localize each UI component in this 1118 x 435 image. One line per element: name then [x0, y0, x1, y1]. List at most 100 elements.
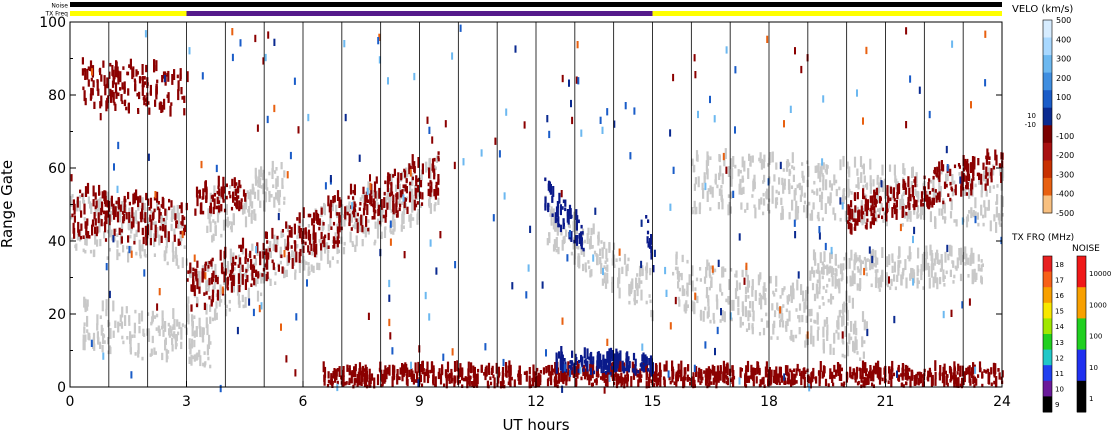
speckle: [822, 95, 825, 103]
scatter-cell: [191, 318, 194, 327]
scatter-cell: [402, 213, 405, 224]
scatter-cell: [902, 163, 905, 174]
scatter-cell: [204, 181, 207, 193]
scatter-cell: [866, 218, 869, 223]
scatter-cell: [844, 326, 847, 337]
scatter-cell: [126, 71, 130, 76]
y-axis-label: Range Gate: [0, 160, 16, 248]
scatter-cell: [821, 296, 824, 300]
scatter-cell: [777, 191, 780, 195]
scatter-cell: [432, 367, 435, 379]
scatter-cell: [650, 252, 653, 260]
velocity-tick-label: -300: [1056, 170, 1074, 179]
scatter-cell: [180, 221, 183, 225]
scatter-cell: [788, 310, 791, 322]
scatter-cell: [177, 80, 180, 92]
x-tick-label: 6: [299, 394, 308, 410]
scatter-cell: [266, 187, 269, 191]
scatter-cell: [734, 273, 737, 278]
scatter-cell: [947, 193, 950, 197]
scatter-cell: [972, 165, 975, 176]
scatter-cell: [810, 325, 813, 337]
scatter-cell: [892, 372, 896, 377]
scatter-cell: [504, 373, 507, 377]
scatter-cell: [294, 269, 297, 274]
scatter-cell: [910, 267, 913, 279]
scatter-cell: [818, 270, 821, 282]
speckle: [961, 301, 964, 309]
scatter-cell: [335, 369, 338, 377]
scatter-cell: [271, 160, 274, 172]
scatter-cell: [381, 211, 384, 223]
scatter-cell: [977, 264, 980, 272]
scatter-cell: [860, 375, 863, 383]
scatter-cell: [133, 233, 136, 241]
scatter-cell: [600, 365, 603, 374]
scatter-cell: [619, 350, 622, 362]
scatter-cell: [751, 194, 754, 198]
scatter-cell: [654, 376, 657, 381]
scatter-cell: [180, 328, 183, 340]
scatter-cell: [726, 362, 729, 374]
scatter-cell: [995, 206, 998, 218]
scatter-cell: [931, 374, 934, 386]
scatter-cell: [588, 374, 591, 386]
scatter-cell: [638, 265, 642, 277]
scatter-cell: [307, 262, 310, 266]
scatter-cell: [659, 369, 662, 378]
txfreq-swatch: [1043, 396, 1052, 413]
scatter-cell: [480, 369, 483, 373]
scatter-cell: [719, 319, 722, 323]
scatter-cell: [947, 256, 950, 261]
velocity-tick-label: 500: [1056, 16, 1071, 25]
speckle: [854, 218, 857, 226]
scatter-cell: [281, 266, 284, 274]
scatter-cell: [337, 240, 340, 244]
scatter-cell: [187, 305, 190, 313]
scatter-cell: [269, 250, 272, 259]
speckle: [779, 161, 782, 170]
scatter-cell: [928, 277, 931, 289]
scatter-cell: [153, 208, 156, 213]
scatter-cell: [470, 362, 473, 374]
scatter-cell: [889, 186, 893, 194]
scatter-cell: [841, 315, 844, 327]
scatter-cell: [83, 90, 86, 102]
scatter-cell: [359, 221, 362, 232]
scatter-cell: [557, 246, 560, 255]
scatter-cell: [84, 249, 87, 254]
scatter-cell: [92, 199, 95, 207]
scatter-cell: [825, 317, 829, 325]
scatter-cell: [137, 221, 140, 233]
scatter-cell: [234, 261, 237, 266]
scatter-cell: [929, 369, 932, 378]
scatter-cell: [745, 365, 748, 377]
scatter-cell: [789, 368, 792, 373]
scatter-cell: [601, 278, 604, 286]
scatter-cell: [554, 221, 557, 232]
scatter-cell: [114, 82, 118, 94]
scatter-cell: [863, 212, 866, 224]
scatter-cell: [237, 264, 240, 268]
scatter-cell: [963, 254, 966, 258]
scatter-cell: [518, 381, 521, 385]
scatter-cell: [873, 189, 876, 194]
scatter-cell: [821, 261, 824, 266]
scatter-cell: [942, 269, 945, 281]
scatter-cell: [992, 165, 996, 170]
scatter-cell: [758, 332, 762, 336]
scatter-cell: [842, 190, 845, 198]
scatter-cell: [167, 92, 170, 103]
scatter-cell: [509, 364, 512, 376]
scatter-cell: [414, 187, 417, 199]
scatter-cell: [417, 189, 420, 197]
velocity-swatch: [1043, 142, 1052, 161]
scatter-cell: [842, 264, 845, 268]
scatter-cell: [99, 238, 102, 247]
scatter-cell: [190, 354, 193, 366]
scatter-cell: [346, 211, 349, 216]
scatter-cell: [98, 184, 101, 196]
scatter-cell: [775, 275, 778, 287]
scatter-cell: [687, 364, 690, 372]
scatter-cell: [562, 199, 565, 204]
